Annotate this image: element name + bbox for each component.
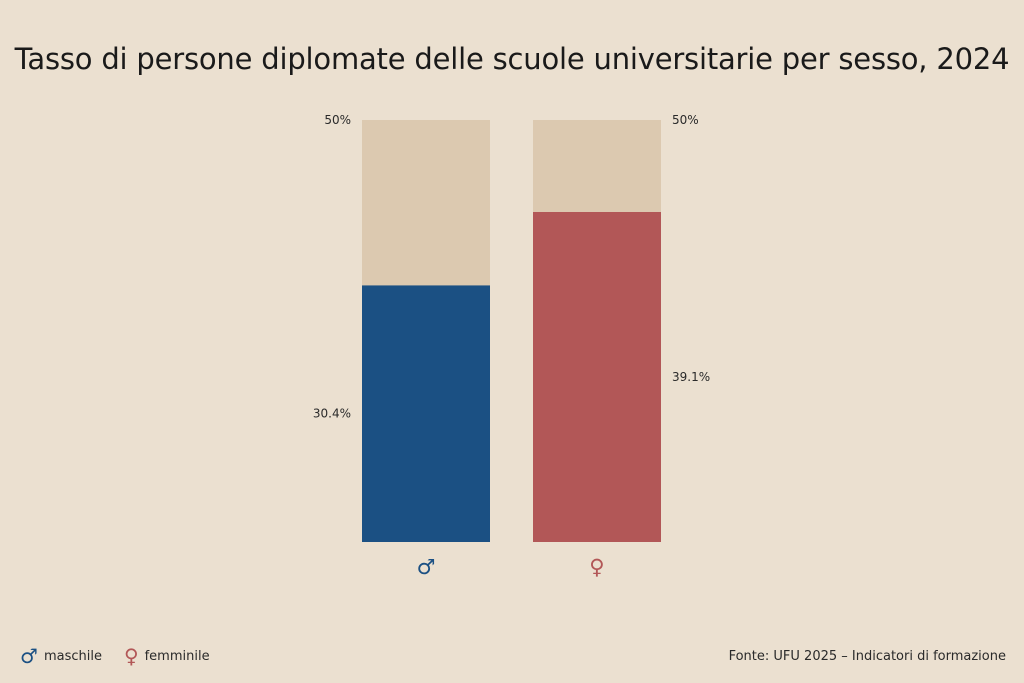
bar-0 [362,285,490,542]
value-label-1: 39.1% [672,370,710,384]
legend: ♂ maschile ♀ femminile [20,646,232,666]
chart-title: Tasso di persone diplomate delle scuole … [14,42,1010,76]
track-label-1: 50% [672,113,699,127]
legend-item-female: ♀ femminile [124,646,210,666]
legend-label-female: femminile [144,648,210,664]
legend-label-male: maschile [43,648,102,664]
category-label-0: ♂ [417,555,436,579]
value-label-0: 30.4% [313,407,351,421]
category-label-1: ♀ [589,555,604,579]
legend-item-male: ♂ maschile [20,646,102,666]
bar-chart: 50% 30.4% ♂ 50% 39.1% ♀ [313,113,710,579]
source-note: Fonte: UFU 2025 – Indicatori di formazio… [728,649,1006,664]
track-label-0: 50% [324,113,351,127]
male-symbol-icon: ♂ [20,644,38,668]
female-symbol-icon: ♀ [123,644,139,668]
bar-1 [533,211,661,542]
